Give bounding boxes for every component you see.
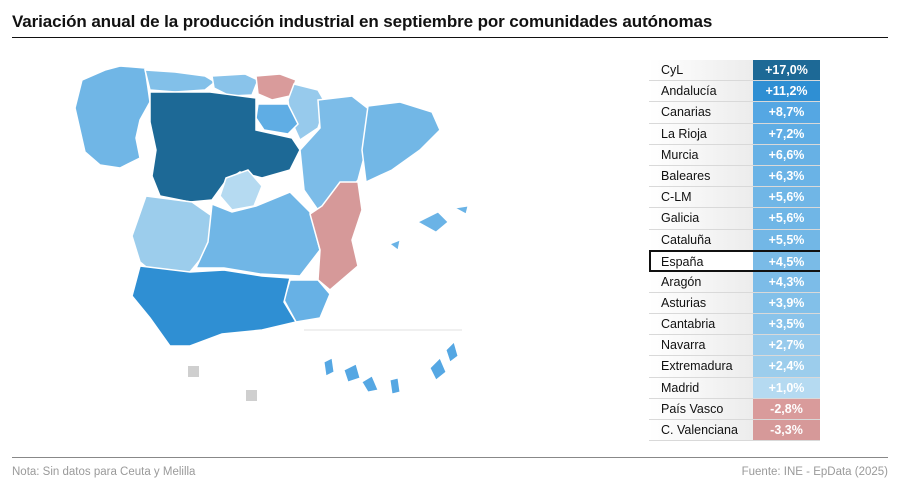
table-row: Madrid +1,0% [649, 377, 820, 399]
region-value: +6,3% [753, 165, 820, 187]
region-value: +4,5% [753, 251, 820, 270]
table-row: Navarra +2,7% [649, 335, 820, 357]
region-value: +3,5% [753, 314, 820, 335]
region-value: +3,9% [753, 292, 820, 314]
region-name: España [651, 251, 755, 270]
footer-divider [12, 457, 888, 458]
region-galicia[interactable] [74, 65, 151, 169]
region-value: +8,7% [753, 102, 820, 123]
region-name: Cataluña [649, 229, 753, 250]
region-navarra[interactable] [287, 83, 327, 142]
region-cataluna[interactable] [361, 101, 441, 184]
ranking-table: CyL +17,0% Andalucía +11,2% Canarias +8,7% La … [649, 60, 820, 442]
region-melilla [246, 390, 257, 401]
region-name: Andalucía [649, 81, 753, 102]
title-divider [12, 37, 888, 38]
region-value: +6,6% [753, 144, 820, 165]
region-value: +11,2% [753, 81, 820, 102]
table-row: Aragón +4,3% [649, 271, 820, 293]
region-value: +4,3% [753, 271, 820, 292]
footer-source: Fuente: INE - EpData (2025) [741, 466, 888, 478]
region-value: +2,7% [753, 335, 820, 356]
table-row: Extremadura +2,4% [649, 356, 820, 378]
region-castilla-y-leon[interactable] [149, 91, 301, 203]
table-row: C. Valenciana -3,3% [649, 420, 820, 442]
region-andalucia[interactable] [131, 265, 298, 347]
region-value: +2,4% [753, 356, 820, 377]
region-castilla-la-mancha[interactable] [194, 191, 321, 277]
region-name: C. Valenciana [649, 420, 753, 441]
region-value: +5,5% [753, 229, 820, 250]
table-row: País Vasco -2,8% [649, 398, 820, 420]
region-value: +17,0% [753, 60, 820, 81]
region-name: Canarias [649, 102, 753, 123]
region-name: Extremadura [649, 356, 753, 377]
table-row: Cantabria +3,5% [649, 314, 820, 336]
table-row: CyL +17,0% [649, 60, 820, 82]
region-name: País Vasco [649, 398, 753, 419]
table-row: Murcia +6,6% [649, 144, 820, 166]
table-row: C-LM +5,6% [649, 187, 820, 209]
region-ceuta [188, 366, 199, 377]
region-name: Madrid [649, 377, 753, 398]
table-row: Cataluña +5,5% [649, 229, 820, 251]
region-value: +5,6% [753, 187, 820, 208]
region-name: Aragón [649, 271, 753, 292]
region-value: +5,6% [753, 208, 820, 229]
footer-note: Nota: Sin datos para Ceuta y Melilla [12, 466, 196, 478]
region-cantabria[interactable] [211, 73, 259, 97]
region-value: +1,0% [753, 377, 820, 398]
region-name: Murcia [649, 144, 753, 165]
table-row: España +4,5% [649, 249, 820, 272]
region-value: +7,2% [753, 123, 820, 144]
spain-choropleth-map [74, 65, 469, 401]
region-name: CyL [649, 60, 753, 81]
region-canarias[interactable] [323, 341, 459, 395]
region-name: Asturias [649, 292, 753, 314]
region-name: C-LM [649, 187, 753, 208]
table-row: Galicia +5,6% [649, 208, 820, 230]
region-name: Cantabria [649, 314, 753, 335]
table-row: Asturias +3,9% [649, 292, 820, 315]
region-comunidad-valenciana[interactable] [309, 181, 363, 291]
table-row: Baleares +6,3% [649, 165, 820, 188]
region-baleares[interactable] [388, 205, 469, 251]
table-row: Canarias +8,7% [649, 102, 820, 124]
region-name: Baleares [649, 165, 753, 187]
region-asturias[interactable] [144, 69, 217, 93]
table-row: La Rioja +7,2% [649, 123, 820, 145]
region-value: -2,8% [753, 398, 820, 419]
region-name: Navarra [649, 335, 753, 356]
chart-title: Variación anual de la producción industr… [12, 12, 713, 31]
region-name: La Rioja [649, 123, 753, 144]
region-name: Galicia [649, 208, 753, 229]
region-value: -3,3% [753, 420, 820, 441]
table-row: Andalucía +11,2% [649, 81, 820, 103]
